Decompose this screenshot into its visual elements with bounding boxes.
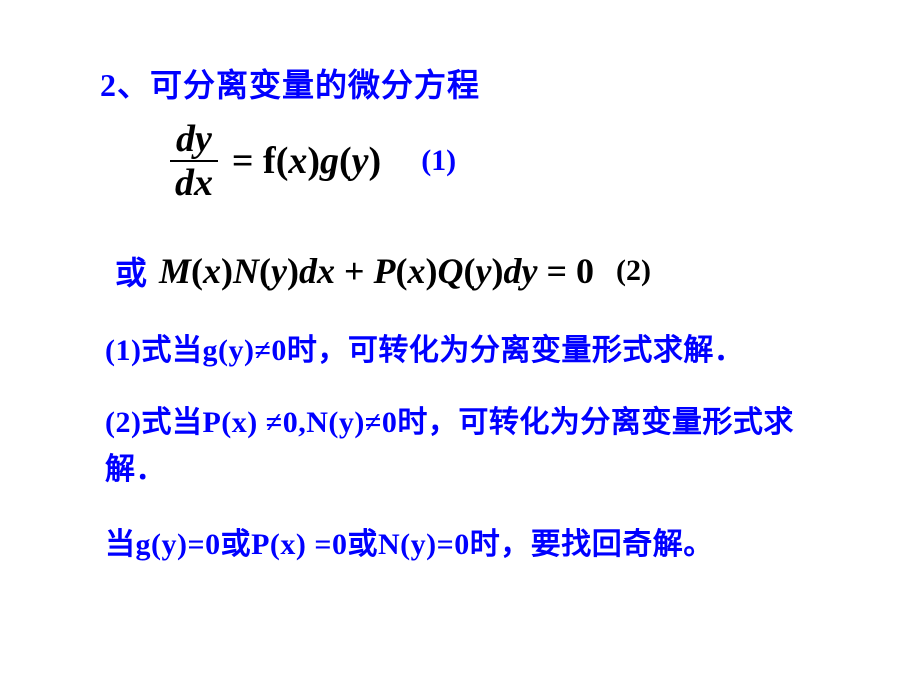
equation-1-rhs: = f(x)g(y) <box>232 139 381 183</box>
paren-open-2: ( <box>339 140 352 182</box>
note-2: (2)式当P(x) ≠0,N(y)≠0时，可转化为分离变量形式求解． <box>105 400 845 493</box>
eq1-prefix: = f <box>232 140 276 182</box>
equation-2-row: 或 M(x)N(y)dx + P(x)Q(y)dy = 0 (2) <box>115 248 651 294</box>
note-3: 当g(y)=0或P(x) =0或N(y)=0时，要找回奇解。 <box>105 522 865 569</box>
var-y: y <box>352 140 369 182</box>
equation-1-label: (1) <box>421 144 456 178</box>
dy: dy <box>504 251 538 291</box>
var-x: x <box>408 251 426 291</box>
paren: ) <box>221 251 233 291</box>
paren-close: ) <box>307 140 320 182</box>
fraction-dy-dx: dy dx <box>170 120 218 202</box>
fn-M: M <box>159 251 191 291</box>
fraction-numerator: dy <box>170 120 218 162</box>
paren: ) <box>287 251 299 291</box>
paren: ( <box>191 251 203 291</box>
var-x: x <box>288 140 307 182</box>
fraction-denominator: dx <box>175 162 213 202</box>
paren: ( <box>464 251 476 291</box>
note-1: (1)式当g(y)≠0时，可转化为分离变量形式求解． <box>105 328 845 375</box>
slide: 2、可分离变量的微分方程 dy dx = f(x)g(y) (1) 或 M(x)… <box>0 0 920 690</box>
paren-close-2: ) <box>369 140 382 182</box>
equation-1: dy dx = f(x)g(y) <box>170 120 381 202</box>
fn-Q: Q <box>438 251 464 291</box>
var-y: y <box>476 251 492 291</box>
paren: ( <box>396 251 408 291</box>
equation-2: M(x)N(y)dx + P(x)Q(y)dy = 0 <box>159 250 594 292</box>
equation-1-row: dy dx = f(x)g(y) (1) <box>170 120 456 202</box>
var-y: y <box>271 251 287 291</box>
fn-P: P <box>374 251 396 291</box>
or-label: 或 <box>115 248 147 294</box>
plus-op: + <box>335 251 374 291</box>
section-heading: 2、可分离变量的微分方程 <box>100 60 480 106</box>
paren: ( <box>259 251 271 291</box>
paren: ) <box>426 251 438 291</box>
paren: ) <box>492 251 504 291</box>
fn-g: g <box>320 140 339 182</box>
equation-2-label: (2) <box>616 254 651 288</box>
var-x: x <box>203 251 221 291</box>
dx: dx <box>299 251 335 291</box>
fn-N: N <box>233 251 259 291</box>
equals-zero: = 0 <box>538 251 595 291</box>
paren-open: ( <box>276 140 289 182</box>
